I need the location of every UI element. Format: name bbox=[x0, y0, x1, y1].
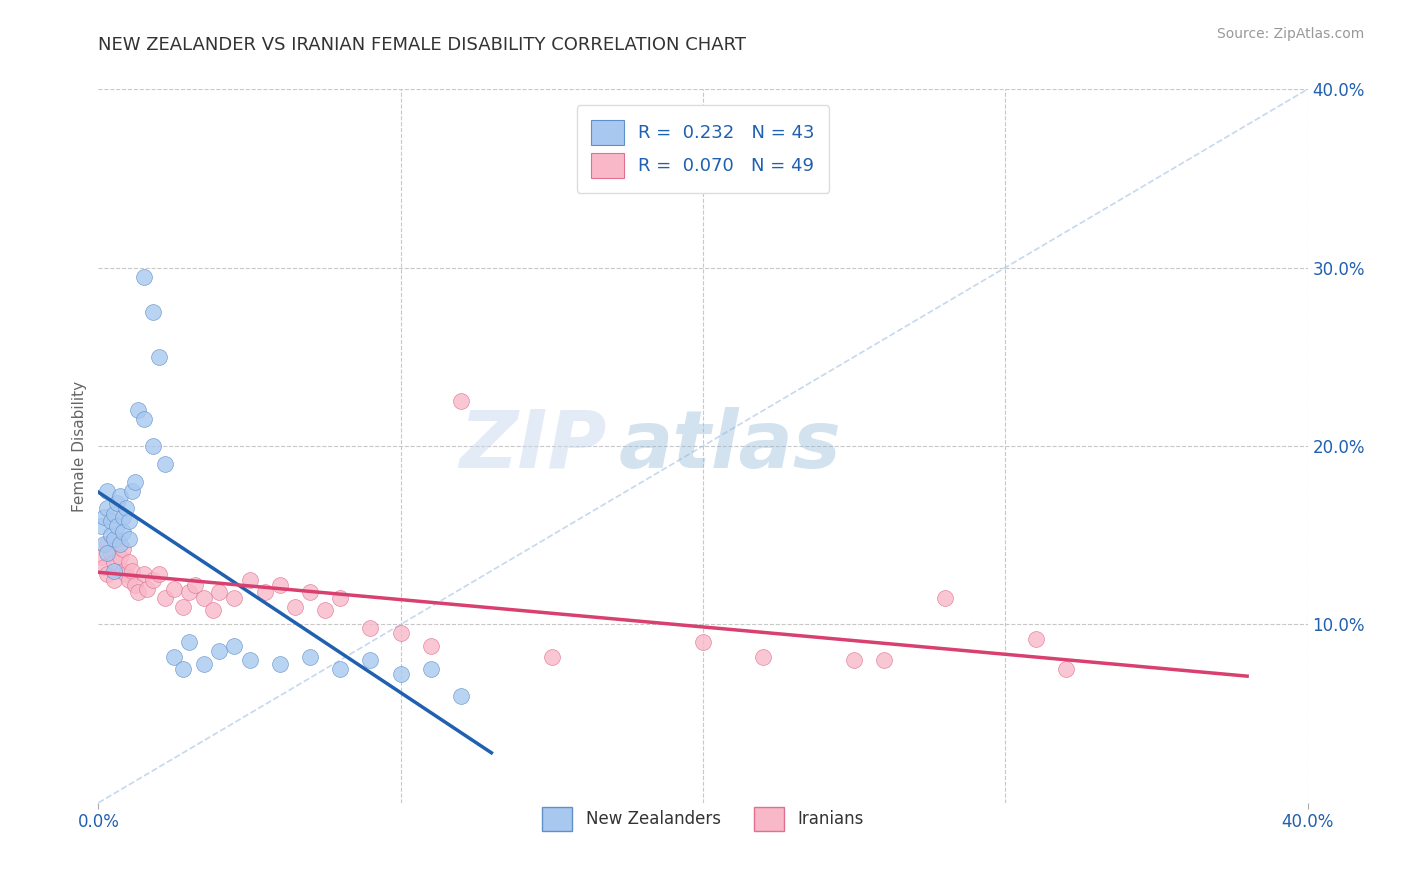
Point bbox=[692, 635, 714, 649]
Point bbox=[202, 603, 225, 617]
Point bbox=[124, 475, 146, 489]
Point bbox=[172, 599, 194, 614]
Point bbox=[105, 532, 128, 546]
Point bbox=[153, 591, 176, 605]
Point bbox=[105, 496, 128, 510]
Point bbox=[329, 662, 352, 676]
Point bbox=[142, 305, 165, 319]
Point bbox=[111, 542, 134, 557]
Point bbox=[163, 582, 186, 596]
Point bbox=[96, 501, 118, 516]
Point bbox=[844, 653, 866, 667]
Point bbox=[135, 582, 157, 596]
Point bbox=[103, 564, 125, 578]
Point bbox=[172, 662, 194, 676]
Point bbox=[360, 621, 382, 635]
Text: ZIP: ZIP bbox=[458, 407, 606, 485]
Point bbox=[389, 626, 412, 640]
Point bbox=[193, 657, 215, 671]
Point bbox=[299, 585, 322, 599]
Point bbox=[132, 567, 155, 582]
Point bbox=[224, 591, 246, 605]
Point bbox=[269, 657, 291, 671]
Legend: New Zealanders, Iranians: New Zealanders, Iranians bbox=[536, 800, 870, 838]
Point bbox=[118, 514, 141, 528]
Point bbox=[111, 524, 134, 539]
Point bbox=[132, 269, 155, 284]
Point bbox=[111, 564, 134, 578]
Point bbox=[148, 350, 170, 364]
Point bbox=[1024, 632, 1046, 646]
Point bbox=[269, 578, 291, 592]
Point bbox=[389, 667, 412, 681]
Point bbox=[142, 439, 165, 453]
Point bbox=[132, 412, 155, 426]
Point bbox=[179, 585, 201, 599]
Point bbox=[111, 510, 134, 524]
Point bbox=[934, 591, 956, 605]
Point bbox=[103, 573, 125, 587]
Point bbox=[450, 689, 472, 703]
Point bbox=[450, 394, 472, 409]
Point bbox=[96, 567, 118, 582]
Point bbox=[224, 639, 246, 653]
Point bbox=[1054, 662, 1077, 676]
Point bbox=[179, 635, 201, 649]
Point bbox=[105, 519, 128, 533]
Point bbox=[127, 585, 149, 599]
Point bbox=[163, 649, 186, 664]
Point bbox=[284, 599, 307, 614]
Point bbox=[124, 578, 146, 592]
Point bbox=[540, 649, 562, 664]
Point bbox=[208, 644, 231, 658]
Text: Source: ZipAtlas.com: Source: ZipAtlas.com bbox=[1216, 27, 1364, 41]
Point bbox=[108, 489, 131, 503]
Point bbox=[314, 603, 336, 617]
Point bbox=[103, 507, 125, 521]
Point bbox=[420, 639, 443, 653]
Point bbox=[118, 573, 141, 587]
Point bbox=[184, 578, 207, 592]
Point bbox=[153, 457, 176, 471]
Point bbox=[360, 653, 382, 667]
Y-axis label: Female Disability: Female Disability bbox=[72, 380, 87, 512]
Point bbox=[90, 549, 112, 564]
Point bbox=[100, 514, 122, 528]
Point bbox=[96, 483, 118, 498]
Point bbox=[121, 564, 143, 578]
Point bbox=[108, 537, 131, 551]
Point bbox=[208, 585, 231, 599]
Point bbox=[93, 537, 115, 551]
Point bbox=[100, 546, 122, 560]
Point bbox=[239, 573, 262, 587]
Point bbox=[100, 528, 122, 542]
Point bbox=[118, 555, 141, 569]
Point bbox=[118, 532, 141, 546]
Point bbox=[121, 483, 143, 498]
Point bbox=[873, 653, 896, 667]
Point bbox=[148, 567, 170, 582]
Point bbox=[90, 519, 112, 533]
Point bbox=[299, 649, 322, 664]
Point bbox=[93, 510, 115, 524]
Text: atlas: atlas bbox=[619, 407, 841, 485]
Point bbox=[96, 546, 118, 560]
Point bbox=[420, 662, 443, 676]
Text: NEW ZEALANDER VS IRANIAN FEMALE DISABILITY CORRELATION CHART: NEW ZEALANDER VS IRANIAN FEMALE DISABILI… bbox=[98, 36, 747, 54]
Point bbox=[193, 591, 215, 605]
Point bbox=[142, 573, 165, 587]
Point bbox=[114, 501, 136, 516]
Point bbox=[329, 591, 352, 605]
Point bbox=[93, 560, 115, 574]
Point bbox=[108, 549, 131, 564]
Point bbox=[114, 567, 136, 582]
Point bbox=[752, 649, 775, 664]
Point bbox=[253, 585, 276, 599]
Point bbox=[96, 537, 118, 551]
Point bbox=[103, 532, 125, 546]
Point bbox=[103, 555, 125, 569]
Point bbox=[239, 653, 262, 667]
Point bbox=[127, 403, 149, 417]
